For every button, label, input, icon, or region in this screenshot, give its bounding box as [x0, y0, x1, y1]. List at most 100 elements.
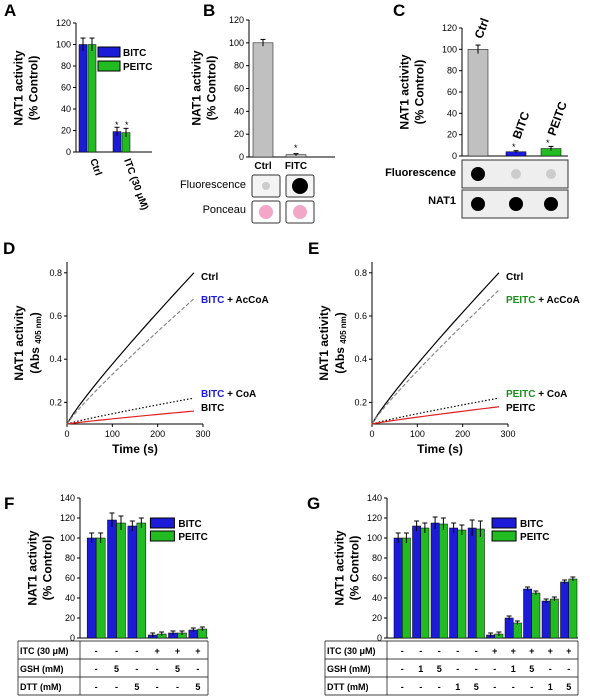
- table-cell-g-gsh: 5: [437, 664, 442, 674]
- g-y-tick-label: 140: [367, 493, 382, 503]
- legend-a-peitc-swatch: [97, 60, 121, 72]
- bar-f-peitc: [95, 537, 106, 639]
- D-x-tick-label: 0: [64, 429, 69, 439]
- table-cell-g-dtt: -: [419, 682, 422, 692]
- e-series-dashed: [371, 289, 500, 425]
- table-cell-g-itc: +: [492, 646, 497, 656]
- bar-g-bitc: [430, 522, 440, 639]
- E-y-tick-label: 0.4: [354, 354, 367, 364]
- a-y-tick-label: 60: [61, 83, 71, 93]
- a-y-tick-label: 0: [66, 147, 71, 157]
- table-cell-f-dtt: 5: [134, 682, 139, 692]
- b-y-tick-label: 100: [229, 38, 244, 48]
- E-x-tick-label: 0: [369, 429, 374, 439]
- table-cell-g-gsh: -: [567, 664, 570, 674]
- table-cell-g-dtt: 1: [455, 682, 460, 692]
- blot-dot-nat1: [509, 197, 523, 211]
- D-y-tick-label: 0.4: [49, 354, 62, 364]
- x-tick-label-b: FITC: [285, 161, 307, 172]
- legend-a-bitc-swatch: [97, 46, 121, 58]
- c-y-tick-label: 80: [447, 66, 457, 76]
- panel-label-g: G: [307, 494, 320, 513]
- bar-g-peitc: [420, 527, 430, 639]
- blot-dot-fluorescence: [546, 169, 556, 179]
- e-label-coa: PEITC + CoA: [506, 389, 567, 400]
- bar-label-c: BITC: [510, 109, 533, 140]
- y-axis-label-b-line: (% Control): [205, 56, 219, 121]
- bar-g-peitc: [457, 529, 467, 639]
- table-cell-g-dtt: -: [438, 682, 441, 692]
- bar-g-bitc: [523, 588, 532, 639]
- x-tick-label-a: Ctrl: [87, 157, 103, 177]
- bar-f-bitc: [107, 519, 117, 639]
- a-y-tick-label: 80: [61, 61, 71, 71]
- annotation-c: *: [546, 138, 550, 148]
- E-y-tick-label: 0.2: [354, 397, 367, 407]
- b-y-tick-label: 40: [234, 106, 244, 116]
- x-axis-label-e: Time (s): [417, 442, 463, 456]
- table-cell-g-dtt: -: [530, 682, 533, 692]
- D-y-tick-label: 0.6: [49, 311, 62, 321]
- f-y-tick-label: 120: [60, 513, 75, 523]
- bar-f-peitc: [136, 522, 147, 639]
- bar-g-peitc: [531, 592, 541, 639]
- table-cell-g-itc: +: [566, 646, 571, 656]
- panel-label-e: E: [308, 239, 319, 258]
- a-y-tick-label: 20: [61, 126, 71, 136]
- f-y-tick-label: 20: [65, 613, 75, 623]
- bar-g-bitc: [412, 525, 421, 639]
- y-axis-label-c: NAT1 activity (% Control): [398, 54, 427, 129]
- g-y-tick-label: 60: [372, 573, 382, 583]
- table-cell-f-gsh: -: [135, 664, 138, 674]
- table-cell-f-itc: +: [155, 646, 160, 656]
- table-row-label-itc: ITC (30 μM): [327, 646, 376, 656]
- bar-a-bitc: [78, 44, 88, 153]
- b-y-tick-label: 80: [234, 61, 244, 71]
- table-cell-f-itc: -: [115, 646, 118, 656]
- table-cell-f-dtt: -: [115, 682, 118, 692]
- f-y-tick-label: 60: [65, 573, 75, 583]
- table-cell-f-gsh: -: [156, 664, 159, 674]
- x-tick-label-a: ITC (30 μM): [121, 157, 150, 211]
- table-cell-g-dtt: -: [493, 682, 496, 692]
- table-cell-g-dtt: -: [401, 682, 404, 692]
- table-cell-g-dtt: 1: [548, 682, 553, 692]
- table-cell-f-itc: -: [135, 646, 138, 656]
- panel-label-a: A: [4, 1, 16, 20]
- y-axis-label-f-line: NAT1 activity: [26, 530, 40, 605]
- bar-label-c: PEITC: [545, 99, 570, 137]
- blot-label-nat1-c: NAT1: [428, 195, 456, 207]
- table-cell-f-dtt: -: [95, 682, 98, 692]
- y-axis-label-g: NAT1 activity (% Control): [333, 530, 362, 605]
- bar-g-peitc: [402, 537, 411, 639]
- f-y-tick-label: 140: [60, 493, 75, 503]
- table-cell-f-itc: -: [95, 646, 98, 656]
- bar-g-bitc: [467, 527, 477, 639]
- g-y-tick-label: 0: [377, 633, 382, 643]
- table-cell-f-dtt: 5: [195, 682, 200, 692]
- bar-c: [467, 49, 489, 157]
- y-axis-label-a: NAT1 activity (% Control): [12, 50, 41, 125]
- bar-f-bitc: [86, 537, 97, 639]
- bar-a-peitc: [87, 44, 97, 153]
- legend-f-bitc-label: BITC: [178, 519, 201, 530]
- d-label-itc: BITC: [201, 403, 224, 414]
- legend-g-peitc-label: PEITC: [520, 532, 549, 543]
- b-y-tick-label: 20: [234, 129, 244, 139]
- D-x-tick-label: 200: [150, 429, 165, 439]
- c-y-tick-label: 0: [452, 151, 457, 161]
- panel-label-f: F: [4, 494, 14, 513]
- legend-a-peitc-label: PEITC: [123, 62, 152, 73]
- bar-f-peitc: [116, 522, 126, 639]
- table-cell-f-itc: +: [195, 646, 200, 656]
- D-x-tick-label: 300: [195, 429, 210, 439]
- g-y-tick-label: 40: [372, 593, 382, 603]
- E-x-tick-label: 200: [455, 429, 470, 439]
- bar-g-peitc: [550, 598, 559, 639]
- bar-g-peitc: [439, 523, 448, 639]
- y-axis-label-e: NAT1 activity (Abs 405 nm): [317, 305, 348, 380]
- bar-g-peitc: [568, 578, 578, 639]
- g-y-tick-label: 80: [372, 553, 382, 563]
- bar-g-bitc: [393, 537, 403, 639]
